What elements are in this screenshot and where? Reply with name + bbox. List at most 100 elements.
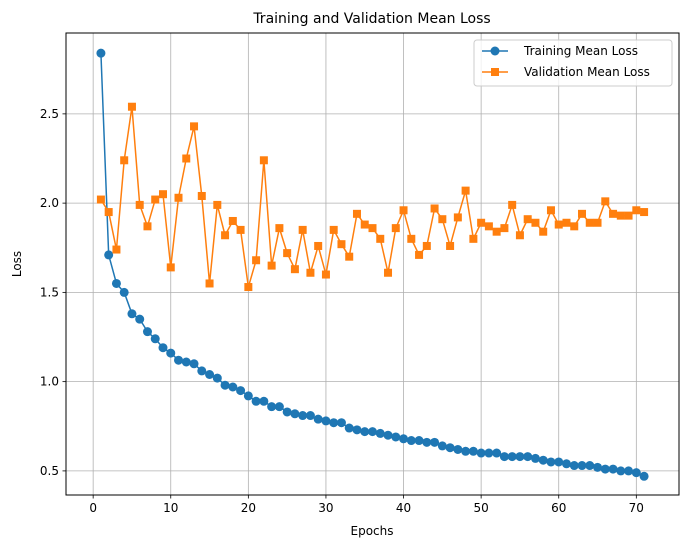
data-point-training [523,452,533,462]
data-point-validation [477,218,486,227]
x-tick-label: 10 [163,501,178,515]
data-point-training [259,396,269,406]
data-point-validation [166,263,175,272]
data-point-training [608,464,618,474]
data-point-validation [352,209,361,218]
data-point-validation [182,154,191,163]
data-point-training [212,373,222,383]
x-tick-label: 40 [396,501,411,515]
legend-marker-validation [491,68,499,76]
data-point-validation [407,234,416,243]
data-point-validation [174,193,183,202]
data-point-training [631,468,641,478]
data-point-training [569,461,579,471]
data-point-training [336,418,346,428]
data-point-validation [236,225,245,234]
data-point-validation [151,195,160,204]
data-point-training [639,471,649,481]
series-layer [96,48,649,481]
data-point-validation [500,224,509,233]
data-point-training [375,428,385,438]
data-point-training [298,411,308,421]
data-point-training [484,448,494,458]
data-point-validation [298,225,307,234]
data-point-training [174,355,184,365]
data-point-validation [609,209,618,218]
data-point-validation [337,240,346,249]
data-point-training [135,314,145,324]
data-point-validation [104,208,113,217]
data-point-training [437,441,447,451]
data-point-training [329,418,339,428]
data-point-training [119,287,129,297]
data-point-validation [205,279,214,288]
data-point-validation [368,224,377,233]
data-point-validation [112,245,121,254]
data-point-training [236,386,246,396]
data-point-training [391,432,401,442]
data-point-validation [135,200,144,209]
chart-title: Training and Validation Mean Loss [252,11,490,27]
data-point-validation [329,225,338,234]
legend-marker-training [490,46,500,56]
data-point-training [383,430,393,440]
data-point-validation [259,156,268,165]
data-point-training [593,462,603,472]
data-point-validation [585,218,594,227]
data-point-validation [446,241,455,250]
data-point-validation [321,270,330,279]
data-point-training [399,434,409,444]
data-point-validation [275,224,284,233]
data-point-validation [632,206,641,215]
data-point-training [546,457,556,467]
data-point-validation [252,256,261,265]
data-point-training [430,437,440,447]
data-point-validation [267,261,276,270]
data-point-training [352,425,362,435]
data-point-validation [384,268,393,277]
data-point-training [530,453,540,463]
data-point-training [616,466,626,476]
data-point-validation [244,283,253,292]
data-point-training [476,448,486,458]
data-point-validation [391,224,400,233]
legend-label-training: Training Mean Loss [523,44,638,58]
data-point-validation [283,249,292,258]
y-tick-label: 0.5 [40,464,59,478]
data-point-training [220,380,230,390]
data-point-validation [376,234,385,243]
data-point-training [274,402,284,412]
data-point-validation [143,222,152,231]
data-point-validation [523,215,532,224]
data-point-validation [228,216,237,225]
data-point-training [313,414,323,424]
legend: Training Mean Loss Validation Mean Loss [473,39,673,87]
data-point-training [305,411,315,421]
data-point-validation [345,252,354,261]
x-tick-label: 60 [551,501,566,515]
data-point-validation [461,186,470,195]
plot-frame [65,32,680,496]
y-tick-label: 1.5 [40,285,59,299]
data-point-validation [190,122,199,131]
data-point-validation [492,227,501,236]
data-point-training [414,436,424,446]
x-tick-label: 0 [89,501,97,515]
data-point-training [111,278,121,288]
data-point-training [96,48,106,58]
data-point-validation [554,220,563,229]
ticks: 0 10 20 30 40 50 60 70 0.5 1.0 1.5 2.0 2.5 [40,107,644,515]
x-axis-label: Epochs [351,524,394,538]
data-point-training [585,461,595,471]
data-point-validation [539,227,548,236]
x-tick-label: 70 [629,501,644,515]
data-point-validation [213,200,222,209]
data-point-training [538,455,548,465]
data-point-validation [415,250,424,259]
data-point-training [445,443,455,453]
data-point-training [461,446,471,456]
data-point-validation [453,213,462,222]
data-point-validation [578,209,587,218]
data-point-training [243,391,253,401]
